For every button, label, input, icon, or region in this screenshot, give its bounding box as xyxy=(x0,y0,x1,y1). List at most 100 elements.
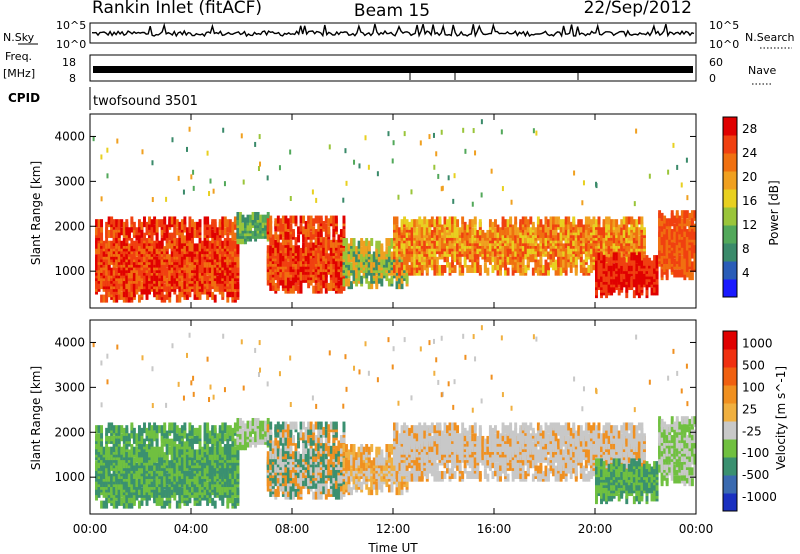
velocity-cell xyxy=(117,435,121,444)
power-cell xyxy=(658,250,662,259)
power-cell xyxy=(622,227,626,236)
power-cell xyxy=(488,219,492,228)
power-cell xyxy=(334,274,338,283)
power-cell xyxy=(251,230,255,239)
power-cell xyxy=(607,282,611,291)
velocity-cell xyxy=(226,438,230,447)
power-cell xyxy=(339,229,343,238)
velocity-cell xyxy=(130,460,134,469)
power-cell xyxy=(107,229,111,238)
velocity-cell xyxy=(221,495,225,504)
power-cell xyxy=(208,224,212,233)
power-cell xyxy=(148,270,151,279)
power-cell xyxy=(405,240,409,249)
velocity-cell xyxy=(213,500,217,509)
power-cell xyxy=(223,273,227,282)
power-cell xyxy=(607,268,611,277)
power-cell xyxy=(622,216,626,225)
power-cell xyxy=(405,251,409,260)
velocity-cell xyxy=(183,457,187,466)
power-cell xyxy=(294,282,298,291)
power-cell xyxy=(655,276,659,285)
power-cell xyxy=(390,267,394,276)
velocity-cell xyxy=(112,435,116,444)
power-cell xyxy=(519,219,523,228)
power-cell xyxy=(385,256,389,265)
power-cell xyxy=(360,251,364,260)
power-cell xyxy=(491,264,495,273)
power-cell xyxy=(317,237,321,246)
power-cell xyxy=(319,247,323,256)
power-cell xyxy=(501,186,504,192)
velocity-cell xyxy=(132,427,136,436)
power-cell xyxy=(322,280,326,289)
power-cell xyxy=(279,218,283,227)
power-cell xyxy=(451,224,454,233)
power-cell xyxy=(312,258,316,267)
power-cell xyxy=(567,229,571,238)
power-cell xyxy=(615,276,619,285)
power-cell xyxy=(233,248,237,257)
velocity-cell xyxy=(120,433,124,442)
power-cell xyxy=(456,256,460,265)
power-cell xyxy=(557,232,561,241)
power-cell xyxy=(233,262,237,271)
power-cell xyxy=(173,275,177,284)
power-cell xyxy=(173,246,177,255)
nsearch-tick-bottom: 10^0 xyxy=(709,38,739,51)
power-cell xyxy=(233,291,237,300)
velocity-cell xyxy=(226,444,230,453)
power-cell xyxy=(579,264,583,273)
power-cell xyxy=(620,232,624,241)
power-cell xyxy=(155,219,159,228)
power-cell xyxy=(173,221,177,230)
power-cell xyxy=(148,243,151,252)
power-cell xyxy=(615,252,619,261)
power-cell xyxy=(281,269,285,278)
power-cell xyxy=(297,250,300,259)
velocity-cell xyxy=(223,479,227,488)
power-cell xyxy=(564,259,568,268)
power-cell xyxy=(297,245,300,254)
power-cell xyxy=(143,240,146,249)
power-cell xyxy=(446,246,449,255)
power-cell xyxy=(367,281,371,290)
power-cell xyxy=(180,254,184,263)
power-cell xyxy=(438,216,442,225)
velocity-cell xyxy=(153,462,157,471)
velocity-cell xyxy=(122,427,126,436)
power-cell xyxy=(536,243,540,252)
power-cell xyxy=(140,270,144,279)
power-cell xyxy=(564,216,568,225)
power-cell xyxy=(203,224,207,233)
velocity-cell xyxy=(155,425,159,434)
power-cell xyxy=(589,246,593,255)
power-cell xyxy=(302,234,306,243)
power-cell xyxy=(592,224,596,233)
velocity-cell xyxy=(201,462,205,471)
power-cell xyxy=(559,229,563,238)
velocity-cell xyxy=(213,484,217,493)
velocity-cell xyxy=(160,425,164,434)
velocity-cell xyxy=(112,500,116,509)
power-cell xyxy=(617,287,621,296)
power-cell xyxy=(213,294,217,303)
velocity-cell xyxy=(203,422,207,431)
power-cell xyxy=(236,228,240,237)
velocity-cell xyxy=(228,479,232,488)
velocity-cell xyxy=(168,446,172,455)
power-cell xyxy=(145,221,149,230)
power-cell xyxy=(425,227,429,236)
power-cell xyxy=(141,149,144,155)
power-cell xyxy=(352,238,356,247)
power-cell xyxy=(294,237,298,246)
power-cell xyxy=(690,261,694,270)
power-cell xyxy=(547,227,550,236)
power-cell xyxy=(673,242,677,251)
velocity-cell xyxy=(115,425,119,434)
power-cell xyxy=(117,251,121,260)
power-cell xyxy=(115,229,119,238)
power-cell xyxy=(425,259,429,268)
power-cell xyxy=(266,223,270,232)
power-cell xyxy=(524,243,528,252)
